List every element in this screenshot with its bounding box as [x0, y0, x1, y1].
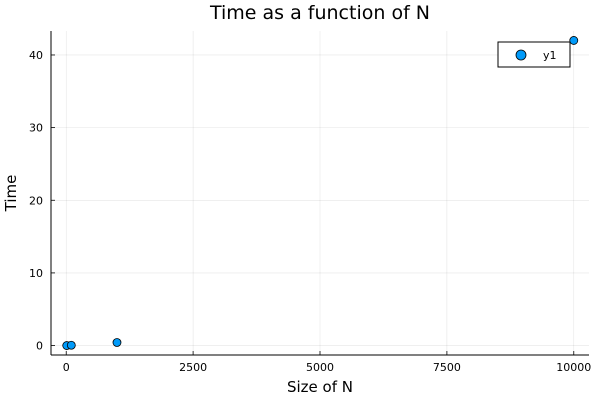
- axes: [50, 31, 589, 356]
- data-point: [66, 340, 76, 350]
- y-tick-label: 10: [29, 267, 43, 280]
- x-tick-label: 5000: [306, 361, 334, 374]
- data-point: [569, 36, 579, 45]
- tick-labels: 0 2500 5000 7500 10000 0 10 20 30 40: [29, 49, 591, 374]
- data-points: [62, 36, 579, 350]
- x-tick-label: 0: [63, 361, 70, 374]
- chart-title: Time as a function of N: [209, 2, 430, 24]
- x-tick-label: 2500: [179, 361, 207, 374]
- legend-box: [497, 41, 571, 68]
- legend-label: y1: [543, 49, 557, 62]
- y-axis-label: Time: [2, 175, 20, 213]
- x-tick-label: 7500: [433, 361, 461, 374]
- x-axis-label: Size of N: [287, 378, 353, 396]
- y-tick-label: 40: [29, 49, 43, 62]
- legend-marker: [515, 49, 527, 61]
- data-point: [112, 338, 122, 347]
- legend: y1: [497, 41, 571, 68]
- y-tick-label: 20: [29, 194, 43, 207]
- x-tick-label: 10000: [556, 361, 591, 374]
- y-tick-label: 0: [36, 340, 43, 353]
- y-tick-label: 30: [29, 122, 43, 135]
